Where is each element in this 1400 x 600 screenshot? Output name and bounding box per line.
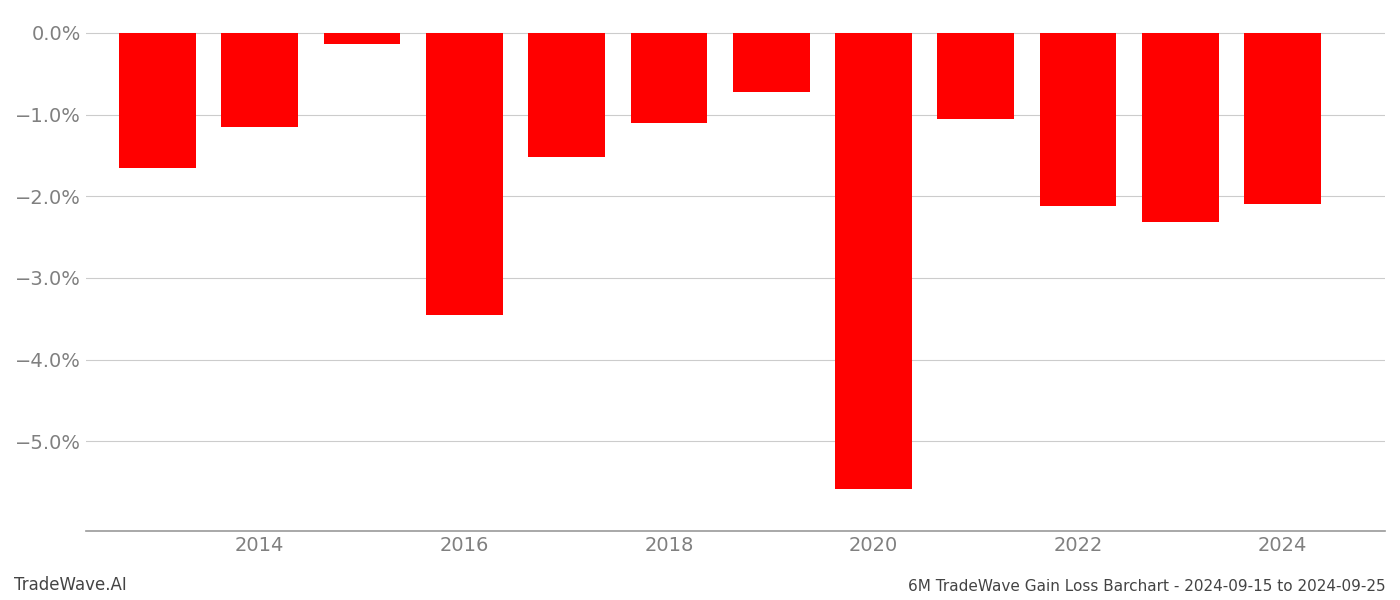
Bar — [732, 33, 809, 92]
Text: 6M TradeWave Gain Loss Barchart - 2024-09-15 to 2024-09-25: 6M TradeWave Gain Loss Barchart - 2024-0… — [909, 579, 1386, 594]
Bar — [1040, 33, 1116, 206]
Text: TradeWave.AI: TradeWave.AI — [14, 576, 127, 594]
Bar — [938, 33, 1014, 119]
Bar — [1142, 33, 1219, 223]
Bar — [1245, 33, 1322, 205]
Bar — [426, 33, 503, 315]
Bar — [119, 33, 196, 168]
Bar — [221, 33, 298, 127]
Bar — [630, 33, 707, 123]
Bar — [836, 33, 911, 488]
Bar — [528, 33, 605, 157]
Bar — [323, 33, 400, 44]
